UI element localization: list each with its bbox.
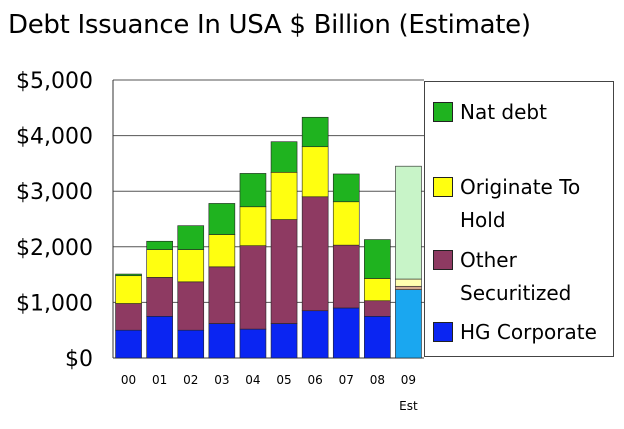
bar-originate-to-hold-08 [364, 278, 391, 302]
bar-originate-to-hold-07 [332, 201, 360, 246]
bar-hg-corporate-07 [332, 307, 360, 359]
bar-nat-debt-09 [395, 165, 422, 280]
chart-title: Debt Issuance In USA $ Billion (Estimate… [8, 10, 531, 40]
bar-nat-debt-03 [208, 203, 236, 235]
y-tick-label: $5,000 [16, 69, 93, 94]
y-tick-label: $2,000 [16, 236, 93, 261]
y-tick-label: $3,000 [16, 180, 93, 205]
x-tick-label: 05 [276, 373, 291, 387]
y-tick-label: $4,000 [16, 125, 93, 150]
bar-hg-corporate-02 [177, 329, 205, 359]
bar-hg-corporate-06 [301, 310, 329, 359]
legend: Nat debt Originate To Hold Other Securit… [424, 81, 614, 357]
bar-nat-debt-07 [332, 173, 360, 203]
x-tick-label: 01 [152, 373, 167, 387]
bar-originate-to-hold-01 [146, 249, 173, 278]
legend-item-originate-to-hold: Originate To Hold [433, 171, 608, 237]
bar-other-securitized-03 [208, 266, 236, 324]
bar-nat-debt-04 [239, 173, 267, 208]
bar-originate-to-hold-04 [239, 206, 267, 246]
bar-hg-corporate-08 [364, 315, 391, 359]
bar-nat-debt-08 [364, 239, 391, 279]
legend-item-nat-debt: Nat debt [433, 96, 547, 129]
bar-other-securitized-04 [239, 245, 267, 330]
bar-hg-corporate-03 [208, 323, 236, 359]
bar-other-securitized-08 [364, 300, 391, 317]
x-tick-label: 07 [339, 373, 354, 387]
bar-hg-corporate-01 [146, 315, 173, 359]
legend-swatch-originate-to-hold [433, 177, 453, 197]
legend-swatch-other-securitized [433, 250, 453, 270]
y-tick-label: $1,000 [16, 291, 93, 316]
legend-item-other-securitized: Other Securitized [433, 244, 608, 310]
x-tick-label: 06 [308, 373, 323, 387]
legend-label-hg-corporate: HG Corporate [460, 320, 597, 344]
bar-hg-corporate-00 [115, 329, 142, 359]
bar-other-securitized-09 [395, 285, 422, 290]
x-tick-label: 04 [245, 373, 260, 387]
bar-other-securitized-02 [177, 281, 205, 331]
legend-swatch-hg-corporate [433, 322, 453, 342]
x-tick-label: 08 [370, 373, 385, 387]
bar-originate-to-hold-03 [208, 234, 236, 268]
bar-hg-corporate-04 [239, 328, 267, 359]
bar-other-securitized-05 [270, 219, 298, 324]
bar-nat-debt-05 [270, 141, 298, 173]
legend-label-originate-to-hold: Originate To Hold [460, 175, 581, 232]
bar-other-securitized-07 [332, 244, 360, 309]
bar-originate-to-hold-00 [115, 275, 142, 304]
legend-swatch-nat-debt [433, 102, 453, 122]
bar-hg-corporate-09 [395, 289, 422, 359]
bar-hg-corporate-05 [270, 323, 298, 359]
x-tick-label: 09 [401, 373, 416, 387]
bar-originate-to-hold-09 [395, 278, 422, 287]
bar-originate-to-hold-05 [270, 171, 298, 220]
legend-label-other-securitized: Other Securitized [460, 248, 572, 305]
bar-nat-debt-01 [146, 240, 173, 250]
x-tick-label: 03 [214, 373, 229, 387]
bar-other-securitized-06 [301, 196, 329, 312]
bar-nat-debt-02 [177, 225, 205, 250]
legend-label-nat-debt: Nat debt [460, 100, 547, 124]
y-tick-label: $0 [65, 347, 93, 372]
x-tick-sublabel: Est [399, 399, 418, 413]
bar-originate-to-hold-06 [301, 146, 329, 198]
bar-originate-to-hold-02 [177, 249, 205, 283]
x-tick-label: 00 [121, 373, 136, 387]
legend-item-hg-corporate: HG Corporate [433, 316, 597, 349]
bar-other-securitized-00 [115, 303, 142, 331]
bar-nat-debt-00 [115, 273, 142, 277]
bar-nat-debt-06 [301, 116, 329, 148]
x-tick-label: 02 [183, 373, 198, 387]
bar-other-securitized-01 [146, 277, 173, 317]
